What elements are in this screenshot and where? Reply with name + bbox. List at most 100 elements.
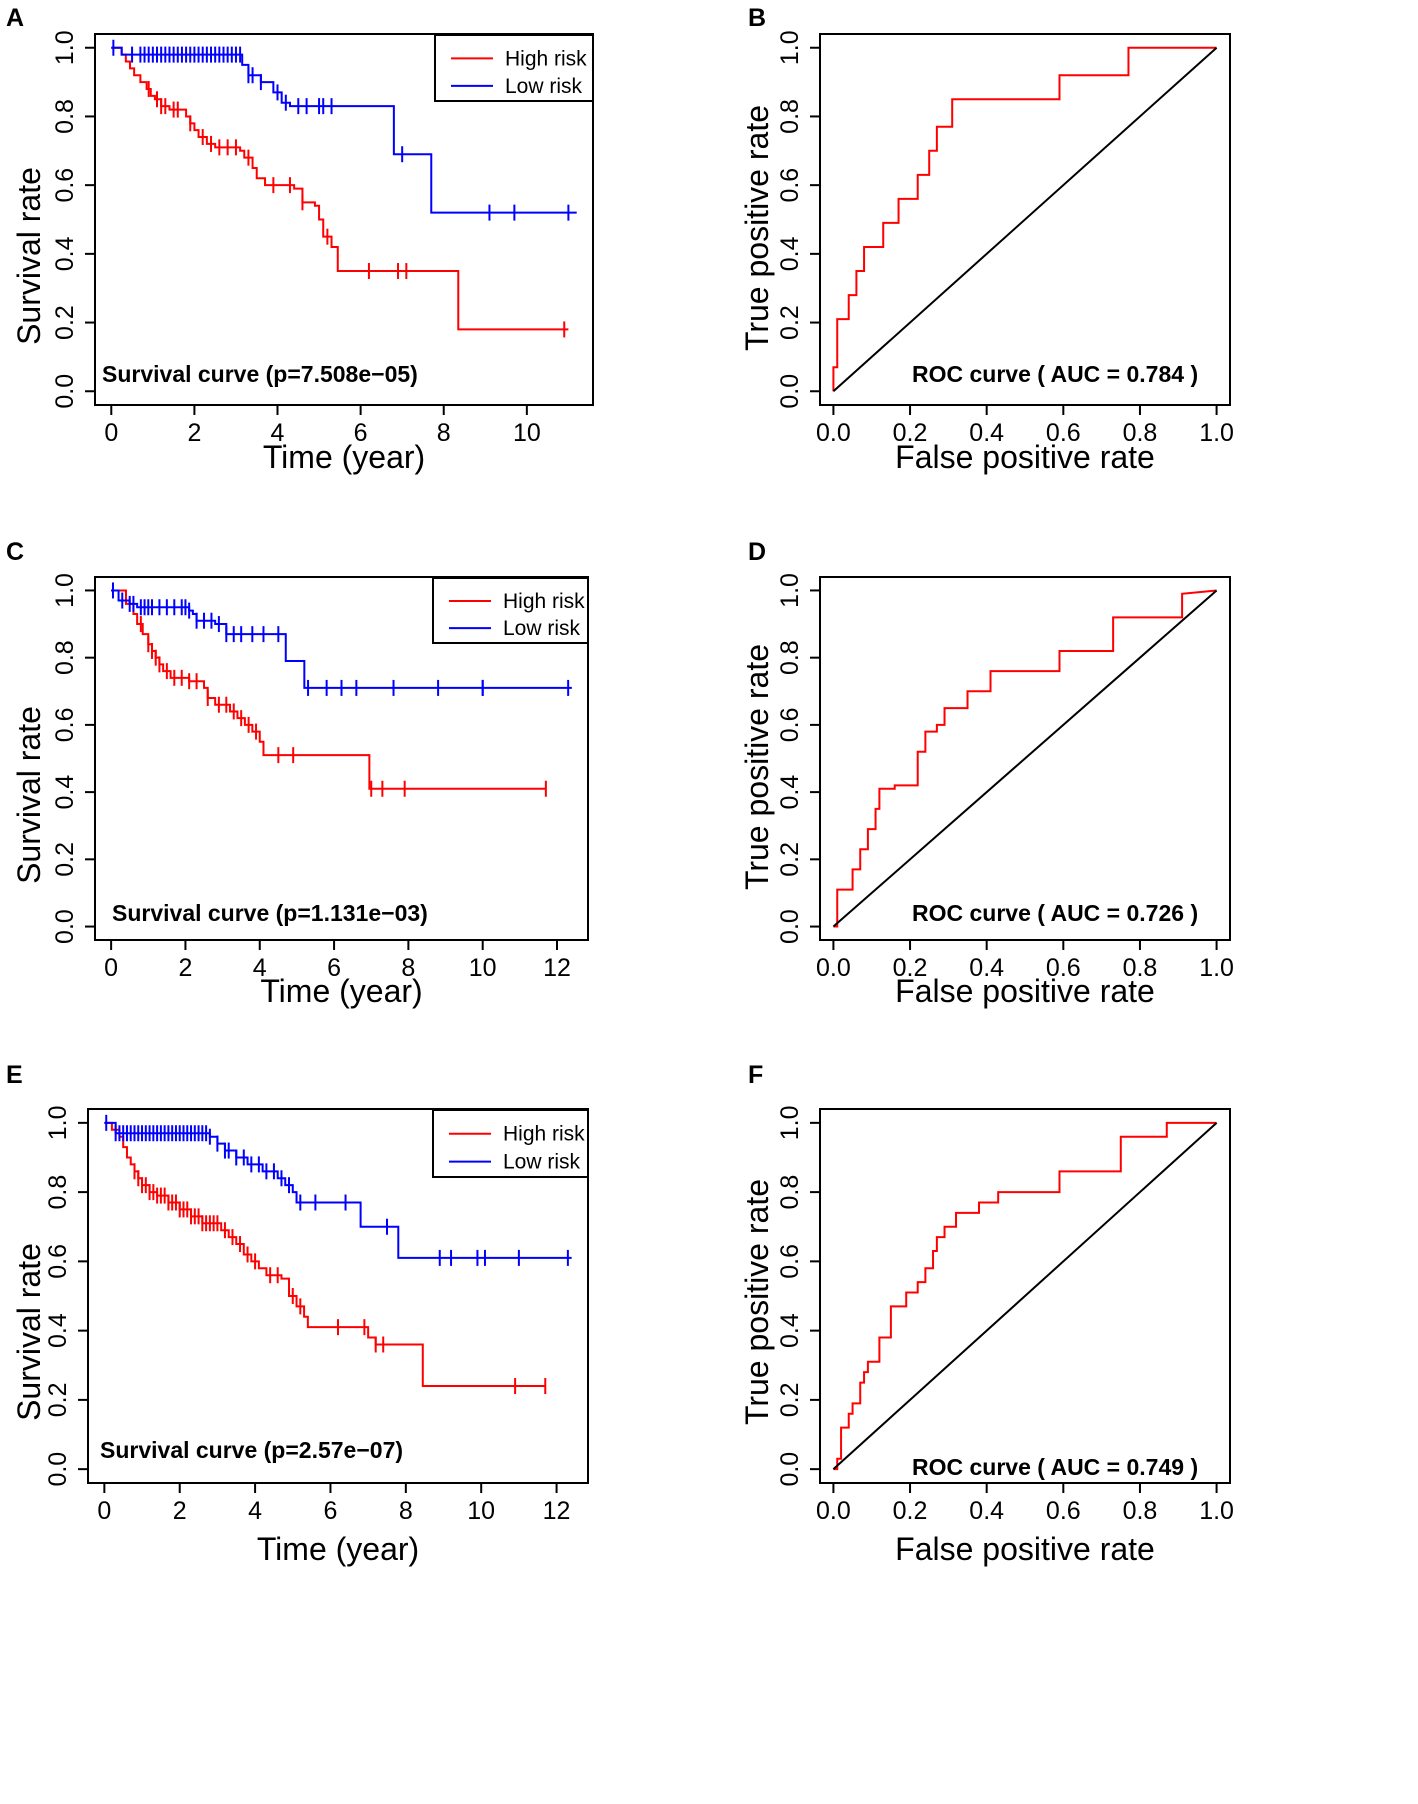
diagonal-line [832,46,1218,393]
x-tick-label: 6 [354,419,368,447]
series-line-roc [833,1121,1217,1471]
x-tick-label: 2 [187,419,201,447]
x-tick-label: 0.0 [816,954,851,982]
panel-letter: F [748,1061,763,1089]
y-tick-label: 0.6 [44,1244,72,1279]
diagonal-line [832,1122,1218,1470]
y-tick-label: 0.6 [776,168,804,203]
x-tick-label: 0.6 [1046,954,1081,982]
plot-frame [94,33,594,406]
y-axis-label: Survival rate [11,1243,47,1421]
y-tick-label: 0.6 [776,708,804,743]
panel-E: E 0 2 4 6 8 10 12 0.0 0.2 0.4 0.6 0.8 1.0 Time (year) S… [6,1061,589,1567]
panel-letter: D [748,538,766,566]
y-tick-label: 0.8 [776,1175,804,1210]
y-tick-label: 0.8 [44,1175,72,1210]
y-tick-label: 1.0 [51,30,79,65]
y-tick-label: 0.6 [51,168,79,203]
x-axis-label: False positive rate [895,1531,1155,1567]
x-tick-label: 12 [543,954,571,982]
y-tick-label: 1.0 [776,1105,804,1140]
x-tick-label: 8 [399,1497,413,1525]
y-tick-label: 0.0 [776,909,804,944]
legend-label: High risk [503,1123,585,1146]
annotation: Survival curve (p=1.131e−03) [112,900,428,926]
x-tick-label: 2 [173,1497,187,1525]
series-line-low-risk [111,46,577,214]
series-line-high-risk [111,46,569,331]
y-tick-label: 0.2 [776,842,804,877]
panel-B: B 0.0 0.2 0.4 0.6 0.8 1.0 0.0 0.2 0.4 0.6 0.8 1.0 Fal… [739,4,1234,475]
series-line-roc [832,46,1217,392]
plot-frame [819,33,1231,406]
annotation: ROC curve ( AUC = 0.749 ) [912,1454,1198,1480]
annotation: Survival curve (p=2.57e−07) [100,1437,403,1463]
x-tick-label: 12 [543,1497,571,1525]
x-tick-label: 8 [401,954,415,982]
panel-A: A 0 2 4 6 8 10 0.0 0.2 0.4 0.6 0.8 1.0 Time (year) Sur… [6,4,594,475]
plot-frame [819,1108,1231,1484]
legend-label: Low risk [505,75,583,98]
plot-frame [819,576,1231,941]
x-tick-label: 0.0 [816,1497,851,1525]
x-tick-label: 4 [271,419,285,447]
x-tick-label: 8 [437,419,451,447]
y-tick-label: 0.2 [776,1383,804,1418]
y-tick-label: 0.0 [51,374,79,409]
x-tick-label: 10 [513,419,541,447]
x-tick-label: 0 [104,954,118,982]
legend-box [434,34,594,102]
y-tick-label: 1.0 [51,573,79,608]
x-tick-label: 0 [97,1497,111,1525]
y-tick-label: 0.8 [51,99,79,134]
y-tick-label: 0.4 [44,1313,72,1348]
x-tick-label: 0.2 [893,954,928,982]
x-tick-label: 1.0 [1199,419,1234,447]
y-tick-label: 1.0 [776,573,804,608]
x-tick-label: 0.4 [969,419,1004,447]
legend-box [432,577,589,644]
legend-label: Low risk [503,1151,581,1174]
annotation: ROC curve ( AUC = 0.726 ) [912,900,1198,926]
series-line-roc [833,589,1217,928]
x-tick-label: 2 [178,954,192,982]
y-tick-label: 0.6 [51,708,79,743]
x-tick-label: 0.4 [969,1497,1004,1525]
x-axis-label: Time (year) [263,439,425,475]
y-axis-label: Survival rate [11,706,47,884]
y-tick-label: 0.4 [776,236,804,271]
panel-C: C 0 2 4 6 8 10 12 0.0 0.2 0.4 0.6 0.8 1.0 Time (year) S… [6,538,589,1009]
y-tick-label: 0.2 [51,842,79,877]
plot-frame [94,576,589,941]
x-tick-label: 6 [327,954,341,982]
annotation: Survival curve (p=7.508e−05) [102,361,418,387]
x-tick-label: 0.6 [1046,419,1081,447]
diagonal-line [832,589,1218,928]
x-tick-label: 6 [324,1497,338,1525]
legend-label: Low risk [503,617,581,640]
y-tick-label: 0.4 [51,236,79,271]
panel-letter: B [748,4,766,32]
y-tick-label: 0.2 [44,1383,72,1418]
y-tick-label: 0.4 [776,775,804,810]
y-tick-label: 0.0 [776,374,804,409]
x-tick-label: 0.2 [893,419,928,447]
series-line-low-risk [104,1121,572,1259]
x-axis-label: False positive rate [895,439,1155,475]
x-axis-label: Time (year) [260,973,422,1009]
x-tick-label: 0.8 [1123,1497,1158,1525]
panel-D: D 0.0 0.2 0.4 0.6 0.8 1.0 0.0 0.2 0.4 0.6 0.8 1.0 Fal… [739,538,1234,1009]
panel-letter: A [6,4,24,32]
y-axis-label: True positive rate [739,105,775,351]
x-tick-label: 0.8 [1123,954,1158,982]
panel-letter: E [6,1061,23,1089]
annotation: ROC curve ( AUC = 0.784 ) [912,361,1198,387]
legend-label: High risk [503,590,585,613]
y-tick-label: 0.4 [51,775,79,810]
y-tick-label: 0.2 [51,305,79,340]
y-tick-label: 1.0 [776,30,804,65]
x-axis-label: Time (year) [257,1531,419,1567]
y-axis-label: Survival rate [11,167,47,345]
x-tick-label: 10 [469,954,497,982]
x-tick-label: 4 [248,1497,262,1525]
